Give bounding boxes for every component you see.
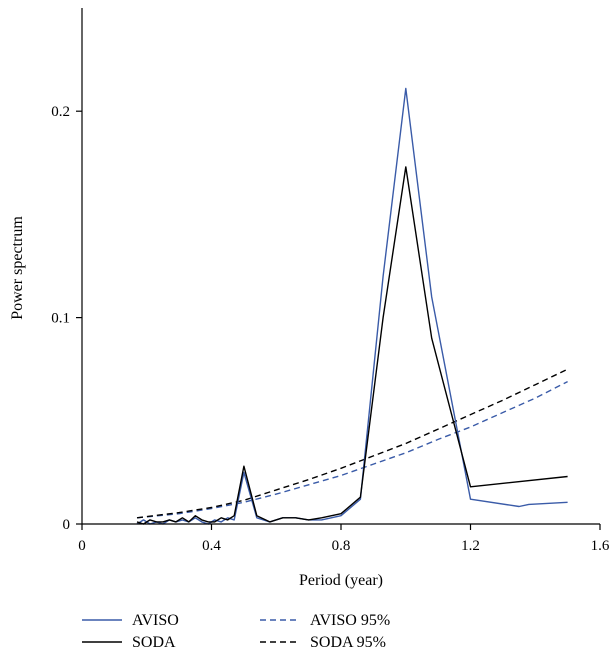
x-tick-label: 1.6 bbox=[591, 538, 610, 554]
y-tick-label: 0.1 bbox=[51, 311, 70, 327]
series-line-aviso-95 bbox=[136, 380, 568, 519]
legend-label-aviso-95: AVISO 95% bbox=[310, 612, 390, 629]
x-tick-label: 0.8 bbox=[332, 538, 351, 554]
y-tick-label: 0 bbox=[63, 517, 71, 533]
series-line-aviso bbox=[136, 87, 568, 525]
plot-area: 0 0.4 0.8 1.2 1.6 0 0.1 0.2 bbox=[51, 8, 610, 554]
x-axis-ticks: 0 0.4 0.8 1.2 1.6 bbox=[78, 524, 610, 554]
series-line-soda-95 bbox=[136, 368, 568, 519]
y-tick-label: 0.2 bbox=[51, 104, 70, 120]
y-axis-ticks: 0 0.1 0.2 bbox=[51, 104, 82, 533]
legend-label-soda-95: SODA 95% bbox=[310, 634, 386, 651]
x-tick-label: 1.2 bbox=[461, 538, 480, 554]
legend-label-soda: SODA bbox=[132, 634, 176, 651]
series-layer bbox=[136, 87, 568, 525]
x-tick-label: 0.4 bbox=[202, 538, 221, 554]
y-axis-title: Power spectrum bbox=[9, 216, 26, 320]
x-tick-label: 0 bbox=[78, 538, 86, 554]
x-axis-title: Period (year) bbox=[299, 572, 383, 589]
legend: AVISO AVISO 95% SODA SODA 95% bbox=[82, 612, 390, 651]
series-line-soda bbox=[136, 166, 568, 525]
legend-label-aviso: AVISO bbox=[132, 612, 179, 629]
